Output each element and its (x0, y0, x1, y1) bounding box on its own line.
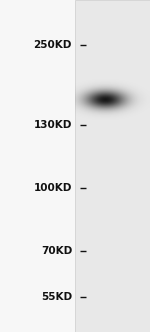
Text: 70KD: 70KD (41, 246, 72, 256)
Bar (75, 0, 150, 332)
Text: 100KD: 100KD (34, 183, 72, 193)
Text: 55KD: 55KD (41, 292, 72, 302)
Text: 130KD: 130KD (34, 120, 72, 129)
Text: 250KD: 250KD (34, 40, 72, 50)
